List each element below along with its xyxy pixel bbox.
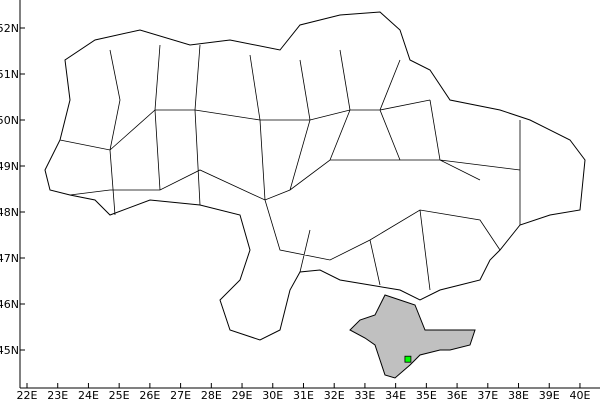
x-tick-label: 24E: [78, 389, 99, 400]
x-tick-label: 40E: [569, 389, 590, 400]
x-tick-label: 27E: [170, 389, 191, 400]
x-tick-label: 35E: [416, 389, 437, 400]
ukraine-outline: [44, 11, 586, 341]
y-tick-label: 51N: [0, 68, 19, 81]
x-tick-label: 31E: [293, 389, 314, 400]
x-tick-label: 23E: [47, 389, 68, 400]
y-tick-label: 50N: [0, 114, 19, 127]
crimea-region: [349, 294, 476, 379]
x-tick-label: 30E: [262, 389, 283, 400]
x-tick-label: 29E: [232, 389, 253, 400]
x-tick-label: 28E: [201, 389, 222, 400]
y-tick-label: 52N: [0, 22, 19, 35]
x-tick-label: 34E: [385, 389, 406, 400]
x-tick-label: 32E: [324, 389, 345, 400]
x-tick-label: 25E: [109, 389, 130, 400]
y-tick-label: 45N: [0, 344, 19, 357]
x-tick-label: 37E: [477, 389, 498, 400]
x-tick-label: 36E: [447, 389, 468, 400]
x-tick-label: 38E: [508, 389, 529, 400]
x-tick-label: 26E: [139, 389, 160, 400]
x-tick-label: 22E: [17, 389, 38, 400]
y-tick-label: 48N: [0, 206, 19, 219]
location-marker: [404, 355, 412, 363]
y-tick-label: 49N: [0, 160, 19, 173]
oblast-boundaries: [59, 44, 521, 291]
ukraine-regions: [44, 11, 586, 379]
x-tick-label: 33E: [354, 389, 375, 400]
y-tick-label: 47N: [0, 252, 19, 265]
x-tick-label: 39E: [539, 389, 560, 400]
axes: [19, 0, 600, 389]
y-tick-label: 46N: [0, 298, 19, 311]
